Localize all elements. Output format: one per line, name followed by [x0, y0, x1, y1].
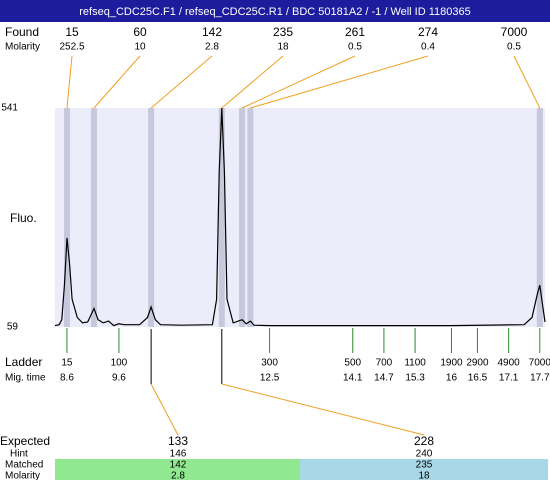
found-connector: [66, 55, 73, 109]
found-connector: [221, 55, 284, 109]
found-molarity: 2.8: [205, 42, 219, 53]
found-molarity: 0.5: [348, 42, 362, 53]
ladder-size: 300: [261, 358, 278, 369]
ladder-time: 14.7: [374, 373, 394, 384]
ladder-size: 7000: [529, 358, 550, 369]
found-label: Found: [5, 25, 39, 39]
matched-green: [55, 459, 300, 480]
hint-size: 146: [170, 449, 187, 460]
y-axis-label: Fluo.: [10, 211, 37, 225]
matched-blue: [300, 459, 548, 480]
found-connector: [150, 55, 213, 109]
found-size: 60: [133, 25, 147, 39]
expected-size: 133: [168, 434, 188, 448]
found-size: 142: [202, 25, 222, 39]
ladder-time: 16.5: [468, 373, 488, 384]
ladder-size: 4900: [498, 358, 521, 369]
expected-size: 228: [414, 434, 434, 448]
found-size: 274: [418, 25, 438, 39]
found-size: 7000: [501, 25, 528, 39]
ladder-time: 8.6: [60, 373, 74, 384]
ladder-time: 17.7: [530, 373, 550, 384]
matched-size: 142: [170, 460, 187, 471]
found-size: 261: [345, 25, 365, 39]
peak-band: [63, 108, 70, 327]
matched-label: Matched: [5, 460, 43, 471]
ladder-time: 9.6: [112, 373, 126, 384]
plot-area: [55, 108, 545, 327]
peak-band: [247, 108, 254, 327]
match-connector: [150, 383, 179, 436]
matched-molarity: 18: [418, 471, 430, 480]
found-connector: [93, 55, 141, 109]
ladder-size: 1900: [440, 358, 463, 369]
ladder-time: 15.3: [405, 373, 425, 384]
ladder-size: 2900: [466, 358, 489, 369]
found-molarity: 0.4: [421, 42, 435, 53]
peak-band: [536, 108, 543, 327]
peak-band: [148, 108, 155, 327]
ladder-size: 700: [376, 358, 393, 369]
ladder-time: 16: [446, 373, 458, 384]
found-connector: [250, 55, 429, 109]
peak-band: [239, 108, 246, 327]
expected-label: Expected: [0, 434, 50, 448]
ladder-size: 500: [344, 358, 361, 369]
ladder-size: 15: [61, 358, 73, 369]
found-molarity: 18: [277, 42, 289, 53]
peak-band: [90, 108, 97, 327]
found-size: 15: [65, 25, 79, 39]
molarity-label: Molarity: [5, 42, 40, 53]
ladder-label: Ladder: [5, 355, 42, 369]
expected-molarity-label: Molarity: [5, 471, 40, 480]
y-tick-label: 59: [7, 322, 19, 333]
ladder-size: 100: [111, 358, 128, 369]
header-title: refseq_CDC25C.F1 / refseq_CDC25C.R1 / BD…: [79, 6, 471, 18]
ladder-time: 12.5: [260, 373, 280, 384]
matched-size: 235: [416, 460, 433, 471]
found-connector: [241, 55, 356, 109]
hint-label: Hint: [10, 449, 28, 460]
matched-molarity: 2.8: [171, 471, 185, 480]
found-molarity: 0.5: [507, 42, 521, 53]
ladder-size: 1100: [404, 358, 426, 369]
trace: [54, 107, 546, 327]
hint-size: 240: [416, 449, 433, 460]
peak-band: [218, 108, 225, 327]
mig-time-label: Mig. time: [5, 373, 46, 384]
ladder-time: 17.1: [499, 373, 519, 384]
found-size: 235: [273, 25, 293, 39]
y-tick-label: 541: [1, 103, 18, 114]
found-molarity: 10: [134, 42, 146, 53]
ladder-time: 14.1: [343, 373, 363, 384]
found-molarity: 252.5: [59, 42, 84, 53]
found-connector: [513, 55, 541, 109]
header-bar: [0, 0, 550, 22]
match-connector: [221, 383, 425, 436]
